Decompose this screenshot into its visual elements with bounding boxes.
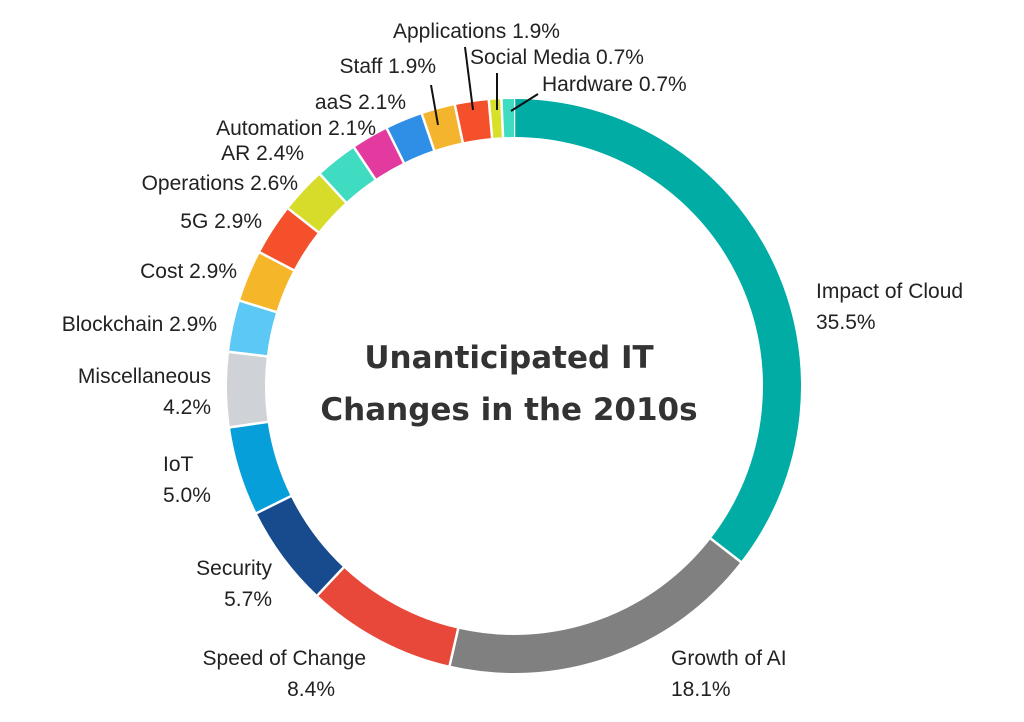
slice-separator (448, 627, 460, 667)
slice-separator (420, 112, 436, 152)
slice-separator (315, 565, 346, 597)
slice-separator (286, 207, 320, 234)
leader-line-hardware (510, 93, 539, 112)
slice-separator (228, 420, 269, 429)
slice-security (256, 495, 344, 596)
slice-aas (386, 114, 435, 163)
label-5g: 5G 2.9% (180, 210, 262, 233)
slice-separator (318, 172, 348, 204)
slice-separator (709, 537, 743, 564)
leader-line-applications (464, 46, 474, 111)
label-miscellaneous-name: Miscellaneous (78, 365, 211, 388)
slice-separator (385, 127, 406, 165)
label-impact-of-cloud-name: Impact of Cloud (816, 280, 963, 303)
slice-separator (453, 103, 465, 144)
slice-operations (288, 174, 347, 233)
label-growth-of-ai-name: Growth of AI (671, 647, 787, 670)
slice-separator (238, 299, 278, 314)
label-iot-value: 5.0% (163, 484, 211, 507)
label-iot-name: IoT (163, 453, 194, 476)
chart-title-line-2: Changes in the 2010s (320, 392, 697, 428)
slice-separator (352, 146, 377, 181)
leader-lines (430, 46, 539, 126)
label-security-value: 5.7% (224, 588, 272, 611)
slice-automation (354, 128, 405, 180)
slice-ar (320, 147, 376, 203)
slice-cost (239, 252, 294, 313)
slice-growth-of-ai (449, 538, 741, 673)
label-cost: Cost 2.9% (140, 260, 237, 283)
label-automation: Automation 2.1% (216, 117, 376, 140)
slice-labels: Impact of Cloud 35.5% Growth of AI 18.1% Spe… (62, 20, 963, 701)
slice-social-media (488, 99, 504, 138)
label-security-name: Security (196, 557, 272, 580)
slice-speed-of-change (317, 567, 459, 666)
label-ar: AR 2.4% (221, 142, 304, 165)
label-hardware: Hardware 0.7% (542, 73, 687, 96)
slice-applications (454, 100, 493, 143)
label-social-media: Social Media 0.7% (470, 46, 644, 69)
label-blockchain: Blockchain 2.9% (62, 313, 217, 336)
slice-separator (227, 350, 268, 358)
label-staff: Staff 1.9% (339, 55, 436, 78)
slice-separator (500, 98, 505, 139)
label-speed-of-change-value: 8.4% (287, 678, 335, 701)
slice-iot (229, 421, 291, 514)
label-speed-of-change-name: Speed of Change (203, 647, 366, 670)
label-aas: aaS 2.1% (315, 91, 406, 114)
label-operations: Operations 2.6% (142, 172, 298, 195)
label-impact-of-cloud-value: 35.5% (816, 311, 876, 334)
slice-staff (421, 105, 463, 151)
chart-title-line-1: Unanticipated IT (364, 340, 653, 376)
label-growth-of-ai-value: 18.1% (671, 678, 731, 701)
slice-separator (258, 250, 296, 272)
slice-miscellaneous (227, 351, 268, 428)
donut-slices (227, 98, 801, 673)
label-applications: Applications 1.9% (393, 20, 560, 43)
slice-separator (255, 494, 293, 515)
slice-blockchain (229, 300, 277, 357)
slice-5g (259, 208, 319, 271)
slice-separator (487, 99, 494, 140)
leader-line-staff (430, 84, 439, 126)
label-miscellaneous-value: 4.2% (163, 396, 211, 419)
slice-impact-of-cloud (513, 99, 801, 562)
